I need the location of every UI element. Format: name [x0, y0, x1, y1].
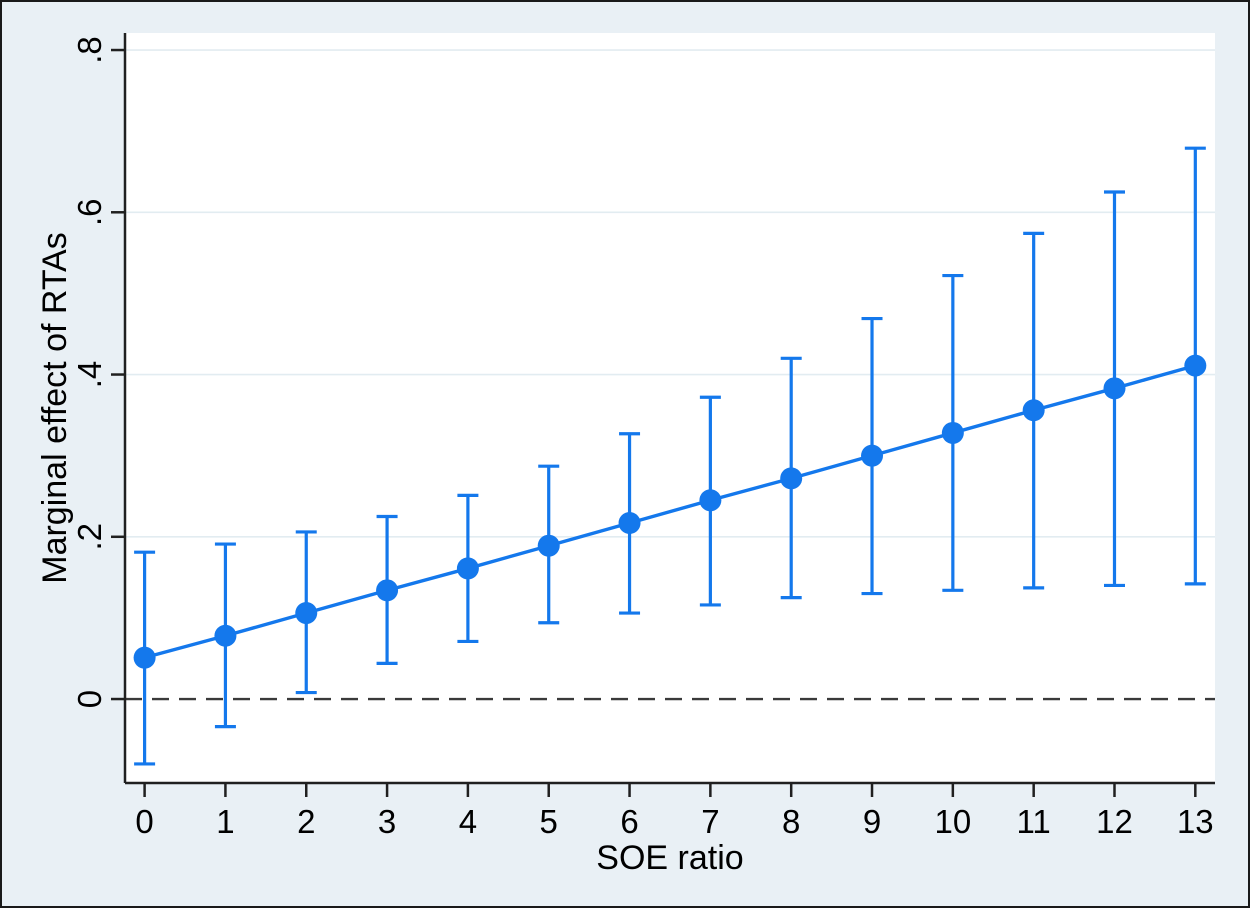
- data-point-x4: [456, 557, 479, 580]
- series: [133, 354, 1207, 669]
- data-point-x8: [780, 467, 803, 490]
- y-tick-label-.2: .2: [71, 523, 108, 551]
- data-point-x0: [133, 646, 156, 669]
- data-point-x9: [861, 444, 884, 467]
- data-point-x13: [1184, 354, 1207, 377]
- x-tick-label-5: 5: [540, 803, 558, 840]
- x-tick-label-1: 1: [216, 803, 234, 840]
- x-tick-label-6: 6: [620, 803, 638, 840]
- data-point-x3: [376, 579, 399, 602]
- data-point-x5: [537, 534, 560, 557]
- x-tick-label-9: 9: [863, 803, 881, 840]
- x-tick-label-3: 3: [378, 803, 396, 840]
- series-line: [144, 363, 1196, 660]
- data-point-x7: [699, 489, 722, 512]
- x-tick-label-4: 4: [459, 803, 477, 840]
- x-tick-label-11: 11: [1017, 803, 1051, 840]
- data-point-x11: [1022, 399, 1045, 422]
- tick-labels: 0.2.4.6.80 1 2 3 4 5 6 7 8 9 10 11 12 13: [71, 36, 1214, 840]
- x-tick-label-8: 8: [782, 803, 800, 840]
- y-tick-label-.6: .6: [71, 199, 108, 227]
- data-point-x6: [618, 511, 641, 534]
- x-tick-label-13: 13: [1177, 803, 1214, 840]
- y-tick-label-0: 0: [71, 690, 108, 708]
- x-tick-label-2: 2: [297, 803, 315, 840]
- x-tick-label-10: 10: [934, 803, 971, 840]
- x-axis-title: SOE ratio: [596, 839, 743, 877]
- y-tick-label-.8: .8: [71, 36, 108, 64]
- plot-area: [125, 33, 1215, 783]
- data-point-x12: [1103, 377, 1126, 400]
- x-tick-label-12: 12: [1096, 803, 1133, 840]
- data-point-x2: [295, 602, 318, 625]
- tick-marks: [111, 48, 1197, 797]
- y-tick-label-.4: .4: [71, 361, 108, 389]
- x-tick-label-7: 7: [701, 803, 719, 840]
- data-point-x1: [214, 624, 237, 647]
- data-point-x10: [941, 421, 964, 444]
- y-axis-title: Marginal effect of RTAs: [36, 232, 74, 584]
- x-tick-label-0: 0: [135, 803, 153, 840]
